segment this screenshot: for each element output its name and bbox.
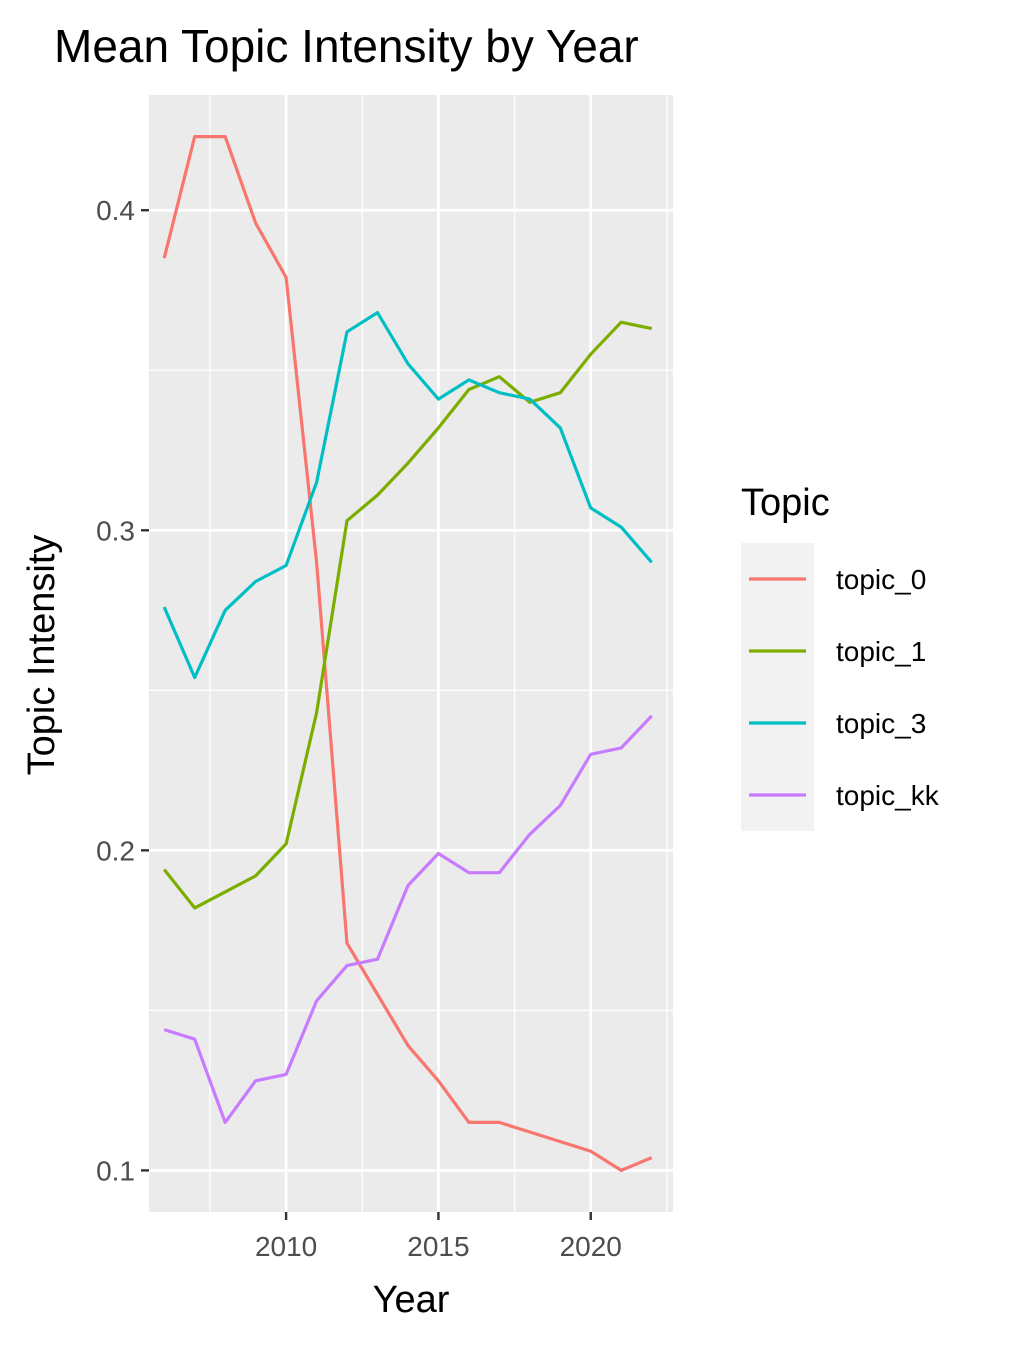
y-axis-title: Topic Intensity (21, 535, 63, 776)
y-tick-label: 0.2 (96, 835, 135, 866)
legend-title: Topic (741, 482, 830, 524)
x-tick-label: 2020 (560, 1231, 622, 1262)
series-line-topic_0 (162, 135, 653, 1173)
y-tick-label: 0.3 (96, 515, 135, 546)
legend: Topic topic_0 topic_1 topic_3 topic_kk (741, 482, 940, 831)
legend-label-topic_0: topic_0 (836, 564, 926, 595)
y-tick-label: 0.4 (96, 195, 135, 226)
x-axis: 2010 2015 2020 (255, 1212, 622, 1262)
legend-label-topic_1: topic_1 (836, 636, 926, 667)
series-line-topic_1 (162, 320, 653, 910)
x-axis-title: Year (373, 1279, 450, 1321)
plot-panel (149, 95, 673, 1212)
x-tick-label: 2010 (255, 1231, 317, 1262)
chart-title: Mean Topic Intensity by Year (54, 20, 639, 72)
legend-label-topic_kk: topic_kk (836, 780, 940, 811)
y-axis: 0.1 0.2 0.3 0.4 (96, 195, 149, 1186)
y-tick-label: 0.1 (96, 1155, 135, 1186)
plot-background (149, 95, 673, 1212)
x-tick-label: 2015 (407, 1231, 469, 1262)
series-line-topic_3 (162, 311, 653, 680)
legend-label-topic_3: topic_3 (836, 708, 926, 739)
series-line-topic_kk (163, 714, 653, 1125)
